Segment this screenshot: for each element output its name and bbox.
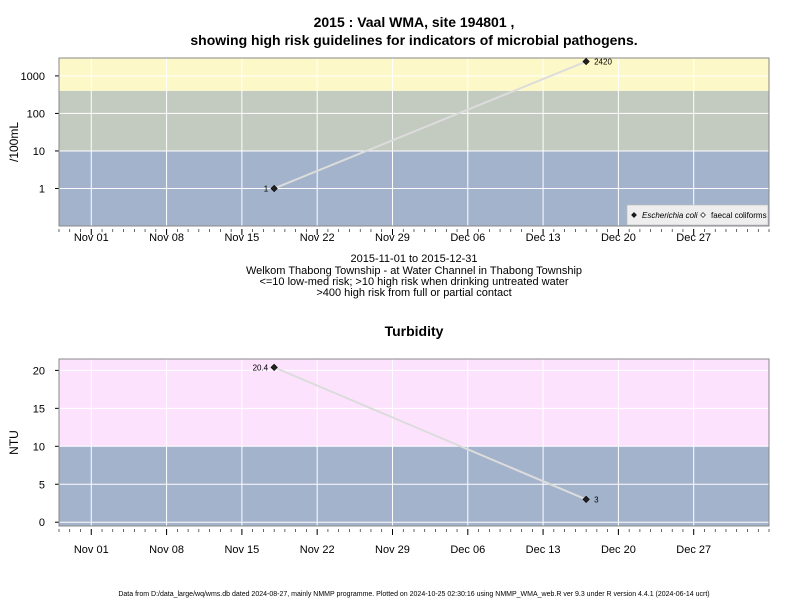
data-label: 1 — [264, 184, 269, 193]
legend-box — [626, 204, 769, 226]
x-tick-label: Dec 06 — [450, 544, 485, 556]
series-line — [273, 366, 587, 501]
y-axis-label: /100mL — [7, 122, 21, 162]
x-tick-label: Nov 01 — [74, 232, 109, 244]
y-tick-label: 100 — [27, 108, 45, 120]
data-point — [582, 57, 590, 66]
legend-marker-faecal — [700, 212, 706, 218]
y-tick-label: 10 — [33, 146, 45, 158]
x-tick-label: Dec 27 — [676, 232, 711, 244]
y-axis-label: NTU — [7, 430, 21, 455]
footer-note: Data from D:/data_large/wq/wms.db dated … — [118, 591, 709, 598]
x-tick-label: Nov 08 — [149, 232, 184, 244]
x-tick-label: Dec 06 — [450, 232, 485, 244]
data-point — [582, 495, 590, 504]
info-guideline-contact: >400 high risk from full or partial cont… — [316, 287, 511, 299]
y-tick-label: 5 — [39, 479, 45, 491]
data-label: 3 — [594, 495, 599, 504]
x-tick-label: Dec 20 — [601, 544, 636, 556]
data-label: 2420 — [594, 58, 612, 67]
legend-label-faecal: faecal coliforms — [711, 211, 767, 220]
chart-title-line1: 2015 : Vaal WMA, site 194801 , — [314, 14, 515, 30]
plot-frame — [58, 57, 770, 227]
data-point — [270, 184, 278, 193]
turbidity-panel: Nov 01 Nov 08 Nov 15 Nov 22 Nov 29 Dec 06 Dec … — [7, 358, 770, 556]
ecoli-panel: Nov 01 Nov 08 Nov 15 Nov 22 Nov 29 Dec 06 Dec … — [7, 57, 770, 244]
info-date-range: 2015-11-01 to 2015-12-31 — [350, 253, 477, 265]
x-tick-label: Nov 01 — [74, 544, 109, 556]
plot-frame — [58, 358, 770, 527]
risk-band-2 — [59, 359, 769, 447]
y-tick-label: 15 — [33, 403, 45, 415]
chart-title-line2: showing high risk guidelines for indicat… — [190, 32, 637, 48]
info-guideline-drinking: <=10 low-med risk; >10 high risk when dr… — [259, 276, 568, 288]
data-label: 20.4 — [253, 363, 269, 372]
y-tick-label: 1 — [39, 183, 45, 195]
x-tick-label: Nov 15 — [224, 544, 259, 556]
turbidity-title: Turbidity — [385, 323, 444, 339]
x-tick-label: Dec 27 — [676, 544, 711, 556]
legend-marker-ecoli — [631, 212, 637, 218]
risk-band-1 — [59, 446, 769, 526]
x-tick-label: Nov 29 — [375, 544, 410, 556]
x-tick-label: Dec 13 — [526, 232, 561, 244]
x-tick-label: Nov 22 — [300, 544, 335, 556]
risk-band-2 — [59, 90, 769, 151]
x-tick-label: Nov 29 — [375, 232, 410, 244]
y-tick-label: 1000 — [21, 71, 45, 83]
legend-label-ecoli: Escherichia coli — [642, 211, 698, 220]
info-site-name: Welkom Thabong Township - at Water Chann… — [246, 265, 582, 277]
x-tick-label: Nov 22 — [300, 232, 335, 244]
data-point — [270, 363, 278, 371]
y-tick-label: 20 — [33, 365, 45, 377]
risk-band-3 — [59, 58, 769, 91]
x-tick-label: Nov 15 — [224, 232, 259, 244]
y-tick-label: 0 — [39, 517, 45, 529]
y-tick-label: 10 — [33, 441, 45, 453]
x-tick-label: Dec 20 — [601, 232, 636, 244]
x-tick-label: Nov 08 — [149, 544, 184, 556]
series-line — [273, 60, 587, 190]
x-tick-label: Dec 13 — [526, 544, 561, 556]
